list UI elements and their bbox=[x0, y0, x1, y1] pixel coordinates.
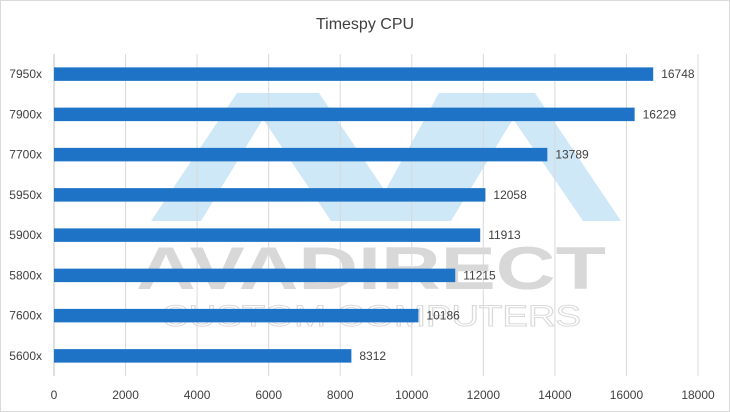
x-tick-label: 18000 bbox=[681, 388, 715, 402]
data-label: 10186 bbox=[426, 309, 460, 323]
x-tick-label: 12000 bbox=[467, 388, 501, 402]
y-tick-label: 7700x bbox=[9, 148, 42, 162]
bar bbox=[54, 107, 635, 122]
bar bbox=[54, 228, 481, 242]
y-tick-label: 5950x bbox=[9, 188, 42, 202]
data-label: 16748 bbox=[661, 67, 695, 81]
bar bbox=[54, 67, 654, 81]
x-tick-label: 14000 bbox=[538, 388, 572, 402]
bar bbox=[54, 349, 352, 363]
x-tick-label: 6000 bbox=[255, 388, 282, 402]
data-label: 16229 bbox=[643, 107, 677, 121]
x-tick-label: 10000 bbox=[395, 388, 429, 402]
y-tick-label: 7900x bbox=[9, 107, 42, 121]
x-tick-label: 2000 bbox=[112, 388, 139, 402]
bar bbox=[54, 147, 548, 162]
y-tick-label: 5800x bbox=[9, 268, 42, 282]
y-tick-label: 5600x bbox=[9, 349, 42, 363]
bar bbox=[54, 268, 456, 283]
data-labels: 16748 16229 13789 12058 11913 11215 10186 8312 bbox=[359, 67, 695, 363]
x-tick-label: 0 bbox=[51, 388, 58, 402]
x-tick-label: 4000 bbox=[184, 388, 211, 402]
bar bbox=[54, 188, 486, 202]
watermark: AVADIRECT CUSTOM COMPUTERS bbox=[136, 93, 621, 334]
bars bbox=[54, 67, 654, 363]
data-label: 13789 bbox=[555, 148, 589, 162]
chart-title: Timespy CPU bbox=[316, 16, 414, 33]
y-axis-tick-labels: 7950x 7900x 7700x 5950x 5900x 5800x 7600x 5600x bbox=[9, 67, 42, 363]
bar bbox=[54, 308, 419, 323]
watermark-brand: AVADIRECT bbox=[136, 235, 606, 302]
y-tick-label: 5900x bbox=[9, 228, 42, 242]
x-tick-label: 8000 bbox=[327, 388, 354, 402]
y-tick-label: 7600x bbox=[9, 309, 42, 323]
y-tick-label: 7950x bbox=[9, 67, 42, 81]
watermark-logo-shape bbox=[269, 93, 489, 221]
x-axis-tick-labels: 0 2000 4000 6000 8000 10000 12000 14000 16000 180… bbox=[51, 388, 715, 402]
data-label: 12058 bbox=[493, 188, 527, 202]
x-tick-label: 16000 bbox=[610, 388, 644, 402]
data-label: 11913 bbox=[488, 228, 521, 242]
data-label: 11215 bbox=[463, 268, 496, 282]
data-label: 8312 bbox=[359, 349, 386, 363]
